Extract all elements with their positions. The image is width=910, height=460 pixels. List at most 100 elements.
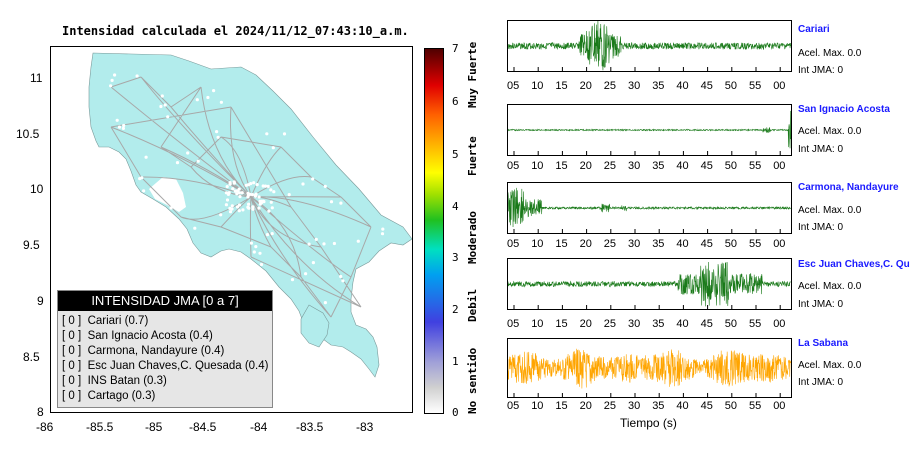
waveform-trace	[508, 261, 791, 309]
town-dot	[240, 191, 244, 195]
town-dot	[254, 245, 258, 249]
y-tick-label: 9.5	[23, 238, 40, 252]
waveform-panel	[507, 104, 792, 156]
legend-level: [ 0 ]	[62, 390, 82, 402]
town-dot	[117, 125, 122, 129]
town-dot	[122, 123, 126, 128]
town-dot	[341, 279, 345, 283]
legend-list: [ 0 ] Cariari (0.7) [ 0 ] San Ignacio Ac…	[62, 314, 268, 404]
town-dot	[267, 209, 271, 213]
legend-item: [ 0 ] INS Batan (0.3)	[62, 374, 268, 389]
time-tick-label: 00	[773, 80, 786, 92]
station-name: San Ignacio Acosta	[798, 104, 890, 115]
legend-level: [ 0 ]	[62, 315, 82, 327]
town-dot	[323, 184, 327, 188]
time-tick-label: 15	[555, 400, 568, 412]
colorbar-tick: 0	[452, 406, 459, 419]
town-dot	[163, 103, 167, 107]
colorbar-tick: 6	[452, 95, 459, 108]
town-dot	[216, 135, 220, 139]
time-tick-label: 05	[507, 400, 520, 412]
legend-item: [ 0 ] Cariari (0.7)	[62, 314, 268, 329]
town-dot	[244, 183, 248, 187]
seismic-trace	[508, 261, 791, 307]
time-tick-label: 00	[773, 400, 786, 412]
town-dot	[215, 130, 219, 134]
time-tick-label: 30	[628, 238, 641, 250]
seismic-trace	[508, 21, 791, 71]
time-tick-label: 35	[652, 318, 665, 330]
town-dot	[259, 262, 264, 267]
costa-rica-map	[88, 52, 412, 378]
station-int: Int JMA: 0	[798, 222, 844, 233]
town-dot	[257, 195, 261, 199]
town-dot	[322, 242, 326, 246]
town-dot	[332, 241, 336, 246]
time-tick-label: 00	[773, 160, 786, 172]
waveform-trace	[508, 21, 791, 71]
town-dot	[231, 187, 235, 191]
time-tick-label: 30	[628, 400, 641, 412]
town-dot	[115, 118, 119, 122]
x-tick-label: -85	[145, 420, 163, 434]
x-tick-label: -83	[356, 420, 374, 434]
legend-item: [ 0 ] Esc Juan Chaves,C. Quesada (0.4)	[62, 359, 268, 374]
town-dot	[228, 182, 232, 186]
time-tick-label: 50	[724, 80, 738, 92]
town-dot	[381, 227, 385, 231]
town-dot	[246, 191, 250, 195]
station-name: Esc Juan Chaves,C. Qu	[798, 259, 910, 270]
legend-label: Esc Juan Chaves,C. Quesada (0.4)	[87, 360, 269, 372]
time-tick-label: 45	[700, 400, 713, 412]
colorbar-label: Fuerte	[466, 136, 479, 176]
time-tick-label: 10	[531, 238, 544, 250]
station-name: Cariari	[798, 24, 830, 35]
time-tick-label: 25	[603, 400, 617, 412]
town-dot	[169, 206, 173, 210]
town-dot	[225, 198, 230, 202]
town-dot	[287, 193, 291, 197]
time-tick-label: 30	[628, 80, 641, 92]
time-tick-label: 35	[652, 238, 665, 250]
time-tick-label: 25	[603, 238, 617, 250]
time-tick-label: 55	[749, 238, 762, 250]
time-tick-label: 55	[749, 160, 762, 172]
town-dot	[237, 191, 241, 195]
map-title: Intensidad calculada el 2024/11/12_07:43…	[62, 24, 409, 38]
station-accel: Acel. Max. 0.0	[798, 360, 862, 371]
town-dot	[263, 184, 268, 188]
town-dot	[249, 182, 253, 186]
town-dot	[272, 190, 276, 194]
town-dot	[253, 194, 257, 198]
town-dot	[121, 126, 125, 130]
town-dot	[186, 151, 190, 155]
time-tick-label: 40	[676, 318, 689, 330]
legend-label: Cartago (0.3)	[87, 390, 156, 402]
legend-label: INS Batan (0.3)	[87, 375, 167, 387]
legend-label: Carmona, Nandayure (0.4)	[87, 345, 225, 357]
time-tick-label: 05	[507, 238, 520, 250]
waveform-panel	[507, 338, 792, 398]
town-dot	[339, 201, 343, 205]
legend-item: [ 0 ] San Ignacio Acosta (0.4)	[62, 329, 268, 344]
town-dot	[252, 250, 256, 254]
town-dot	[230, 204, 234, 208]
x-tick-label: -84.5	[189, 420, 217, 434]
town-dot	[304, 272, 308, 276]
town-dot	[282, 132, 287, 136]
waveform-panel	[507, 258, 792, 310]
waveform-trace	[508, 110, 791, 155]
town-dot	[271, 146, 275, 150]
time-tick-label: 20	[579, 318, 592, 330]
town-dot	[193, 226, 197, 230]
town-dot	[159, 104, 163, 109]
town-dot	[160, 94, 164, 98]
time-tick-label: 30	[628, 318, 641, 330]
town-dot	[195, 98, 199, 102]
town-dot	[269, 188, 273, 192]
town-dot	[380, 232, 385, 236]
town-dot	[363, 287, 367, 291]
colorbar-label: Moderado	[466, 211, 479, 264]
station-accel: Acel. Max. 0.0	[798, 126, 862, 137]
time-tick-label: 05	[507, 160, 520, 172]
